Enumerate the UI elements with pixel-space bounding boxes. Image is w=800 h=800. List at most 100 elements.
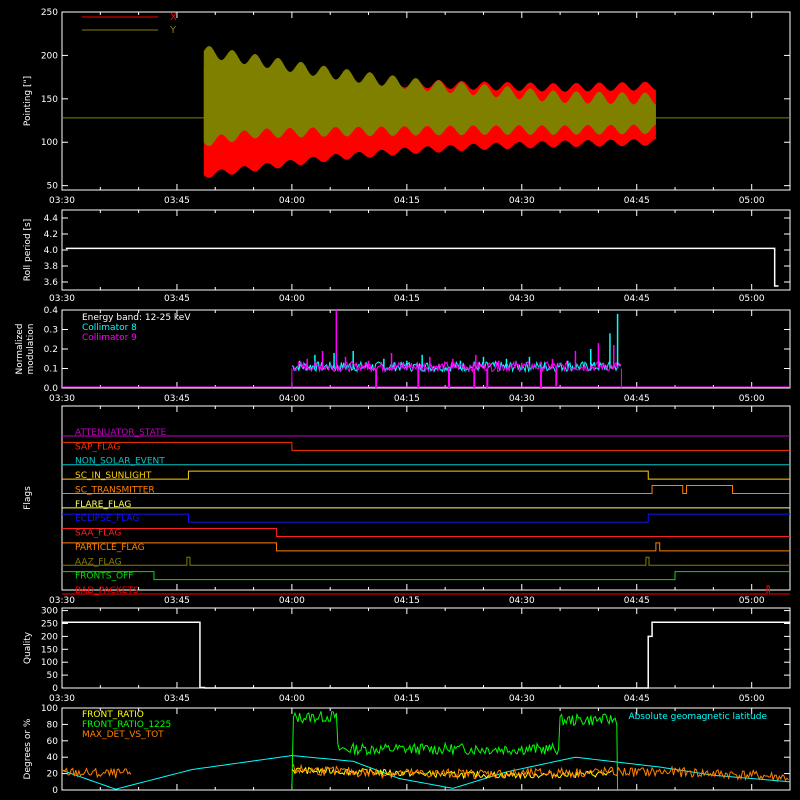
y-tick-label: 40: [47, 753, 59, 763]
quality-line: [62, 621, 790, 689]
plot-frame: [61, 607, 791, 689]
x-tick-label: 04:45: [624, 596, 650, 606]
x-tick-label: 03:45: [164, 196, 190, 206]
flag-trace: [62, 585, 790, 595]
y-tick-label: 100: [41, 138, 58, 148]
y-tick-label: 60: [47, 737, 59, 747]
y-tick-label: 3.6: [44, 278, 59, 288]
y-tick-label: 300: [41, 607, 58, 617]
x-tick-label: 03:30: [49, 694, 75, 704]
flag-trace: [62, 484, 790, 494]
x-tick-label: 04:00: [279, 196, 305, 206]
y-tick-label: 4.2: [44, 230, 58, 240]
modulation-trace-collimator-8: [291, 359, 622, 374]
series-front-ratio: [291, 766, 613, 780]
x-tick-label: 05:00: [739, 596, 765, 606]
y-tick-label: 200: [41, 632, 58, 642]
flag-trace: [62, 528, 790, 538]
y-tick-label: 0: [52, 786, 58, 796]
legend-label: Energy band: 12-25 keV: [82, 313, 191, 323]
y-tick-label: 4.0: [44, 246, 59, 256]
x-tick-label: 05:00: [739, 196, 765, 206]
roll-period-line: [65, 247, 779, 287]
y-tick-label: 0.0: [44, 384, 59, 394]
y-tick-label: 4.4: [44, 214, 59, 224]
x-tick-label: 03:45: [164, 596, 190, 606]
x-tick-label: 03:30: [49, 596, 75, 606]
flag-label: AAZ_FLAG: [75, 557, 122, 567]
pointing-envelope-y: [203, 45, 656, 147]
y-tick-label: 150: [41, 645, 58, 655]
x-tick-label: 03:30: [49, 196, 75, 206]
y-axis-label: Flags: [23, 486, 33, 510]
plot-frame: [61, 707, 791, 791]
legend-label: Collimator 8: [82, 323, 137, 333]
y-axis-label: Degrees or %: [23, 718, 33, 779]
x-tick-label: 04:30: [509, 196, 535, 206]
legend-label: MAX_DET_VS_TOT: [82, 730, 164, 740]
flag-label: SC_IN_SUNLIGHT: [75, 471, 152, 481]
flag-label: ATTENUATOR_STATE: [75, 428, 167, 438]
x-tick-label: 04:15: [394, 596, 420, 606]
y-tick-label: 50: [47, 671, 59, 681]
x-tick-label: 04:15: [394, 196, 420, 206]
x-tick-label: 04:45: [624, 694, 650, 704]
panel-flags: 03:30 03:45 04:00 04:15 04:30 04:45 05:00 Flags…: [23, 405, 791, 606]
x-tick-label: 04:30: [509, 394, 535, 404]
x-tick-label: 04:00: [279, 596, 305, 606]
flag-trace: [62, 571, 790, 581]
x-tick-label: 05:00: [739, 694, 765, 704]
panel-degrees: Degrees or % 0 20 40 60 80 100 FRONT_RATIOFRONT…: [23, 704, 791, 796]
y-tick-label: 0.1: [44, 365, 58, 375]
x-tick-label: 05:00: [739, 394, 765, 404]
x-tick-label: 04:45: [624, 294, 650, 304]
y-axis-label: Roll period [s]: [23, 219, 33, 281]
x-tick-label: 04:00: [279, 694, 305, 704]
y-axis-label: Pointing ["]: [23, 76, 33, 126]
flag-label: FLARE_FLAG: [75, 500, 131, 510]
y-tick-label: 80: [47, 720, 59, 730]
x-tick-label: 03:45: [164, 694, 190, 704]
y-tick-label: 250: [41, 8, 58, 18]
flag-trace: [62, 470, 790, 480]
y-tick-label: 0.4: [44, 306, 59, 316]
x-tick-label: 05:00: [739, 294, 765, 304]
plot-frame: [61, 11, 791, 191]
x-tick-label: 04:30: [509, 694, 535, 704]
x-tick-label: 03:30: [49, 294, 75, 304]
legend-label: FRONT_RATIO: [82, 710, 144, 720]
series-max-det-vs-tot: [61, 763, 789, 783]
x-tick-label: 04:30: [509, 294, 535, 304]
flag-trace: [62, 542, 790, 552]
flag-label: NON_SOLAR_EVENT: [75, 457, 165, 467]
x-tick-label: 04:00: [279, 394, 305, 404]
flag-label: SAA_FLAG: [75, 529, 121, 539]
legend-label: Y: [169, 25, 177, 36]
y-tick-label: 250: [41, 619, 58, 629]
y-tick-label: 0.3: [44, 326, 58, 336]
y-axis-label-line1: Normalized: [15, 323, 25, 374]
x-tick-label: 04:30: [509, 596, 535, 606]
panel-quality: 03:30 03:45 04:00 04:15 04:30 04:45 05:00 Quali…: [23, 607, 791, 704]
flag-label: BAD_PACKETS: [75, 586, 139, 596]
x-tick-label: 04:45: [624, 394, 650, 404]
x-tick-label: 04:15: [394, 394, 420, 404]
plot-frame: [61, 209, 791, 291]
panel-pointing: 03:30 03:45 04:00 04:15 04:30 04:45 05:00 Point…: [23, 8, 791, 206]
flag-label: PARTICLE_FLAG: [75, 543, 145, 553]
x-tick-label: 03:45: [164, 294, 190, 304]
y-tick-label: 200: [41, 51, 58, 61]
legend-label: X: [170, 12, 177, 23]
flag-trace: [62, 441, 790, 451]
x-tick-label: 03:30: [49, 394, 75, 404]
flag-label: FRONTS_OFF: [75, 572, 133, 582]
series-absolute-geomagnetic-latitude: [61, 755, 791, 790]
flag-label: SAP_FLAG: [75, 442, 120, 452]
flag-label: SC_TRANSMITTER: [75, 485, 155, 495]
y-tick-label: 50: [47, 182, 59, 192]
legend-label: Absolute geomagnetic latitude: [628, 712, 767, 722]
x-tick-label: 04:15: [394, 694, 420, 704]
legend-label: FRONT_RATIO_1225: [82, 720, 171, 730]
legend-label: Collimator 9: [82, 333, 137, 343]
